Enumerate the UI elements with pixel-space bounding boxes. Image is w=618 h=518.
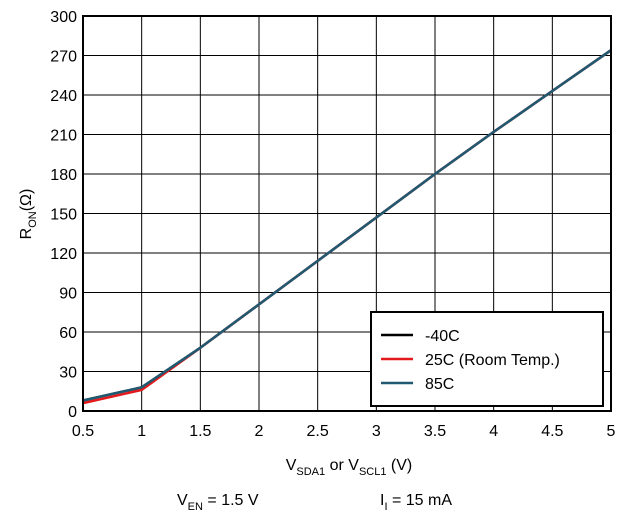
y-tick-label: 270 [50,49,77,66]
x-tick-labels: 0.5 1 1.5 2 2.5 3 3.5 4 4.5 5 [72,423,616,440]
legend-label: 25C (Room Temp.) [425,352,560,369]
y-tick-label: 90 [59,286,77,303]
legend-item: 85C [381,376,454,393]
y-tick-label: 60 [59,325,77,342]
x-axis-label: VSDA1 or VSCL1 (V) [286,457,413,478]
condition-ii: II = 15 mA [380,492,452,513]
y-tick-label: 120 [50,246,77,263]
x-tick-label: 0.5 [72,423,94,440]
x-tick-label: 1.5 [189,423,211,440]
legend-item: 25C (Room Temp.) [381,352,560,369]
y-tick-label: 30 [59,365,77,382]
plot-frame [82,15,612,412]
y-tick-label: 180 [50,167,77,184]
condition-ven: VEN = 1.5 V [177,492,259,513]
legend-item: -40C [381,328,460,345]
y-tick-label: 210 [50,128,77,145]
legend-label: -40C [425,328,460,345]
y-tick-label: 300 [50,9,77,26]
series-line-2 [82,49,612,402]
x-tick-label: 2 [255,423,264,440]
legend-label: 85C [425,376,454,393]
x-tick-label: 2.5 [307,423,329,440]
y-tick-label: 0 [68,404,77,421]
x-tick-label: 4.5 [541,423,563,440]
y-axis-label: RON(Ω) [18,189,39,240]
y-tick-label: 150 [50,207,77,224]
x-tick-label: 4 [489,423,498,440]
y-tick-label: 240 [50,88,77,105]
series-layer [82,49,612,405]
legend: -40C 25C (Room Temp.) 85C [370,311,604,407]
x-tick-label: 5 [607,423,616,440]
y-tick-labels: 0 30 60 90 120 150 180 210 240 270 300 [50,9,77,421]
x-tick-label: 1 [137,423,146,440]
x-tick-label: 3.5 [424,423,446,440]
x-tick-label: 3 [372,423,381,440]
